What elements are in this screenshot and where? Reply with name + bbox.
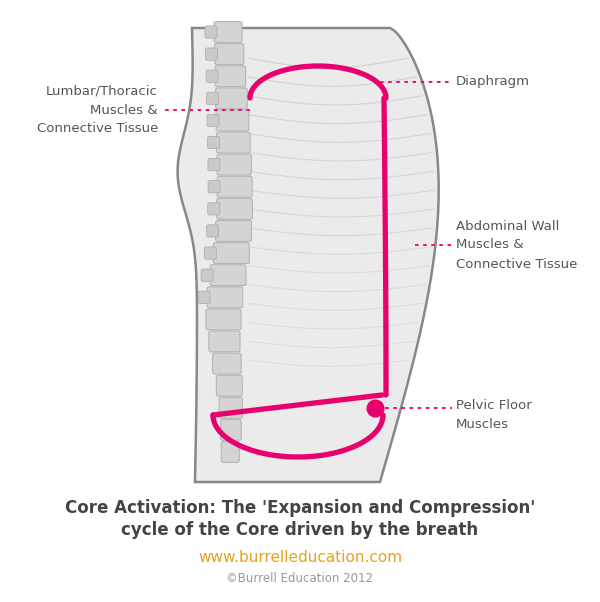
Text: cycle of the Core driven by the breath: cycle of the Core driven by the breath [121,521,479,539]
Text: Core Activation: The 'Expansion and Compression': Core Activation: The 'Expansion and Comp… [65,499,535,517]
FancyBboxPatch shape [208,158,220,171]
FancyBboxPatch shape [217,199,253,219]
FancyBboxPatch shape [217,154,251,175]
FancyBboxPatch shape [215,88,247,109]
FancyBboxPatch shape [215,220,251,241]
Text: Abdominal Wall
Muscles &
Connective Tissue: Abdominal Wall Muscles & Connective Tiss… [456,220,577,270]
FancyBboxPatch shape [215,66,245,87]
Text: www.burrelleducation.com: www.burrelleducation.com [198,550,402,565]
FancyBboxPatch shape [207,287,242,308]
FancyBboxPatch shape [208,203,220,215]
FancyBboxPatch shape [198,291,210,303]
FancyBboxPatch shape [210,265,246,285]
FancyBboxPatch shape [206,70,218,82]
FancyBboxPatch shape [208,181,220,193]
FancyBboxPatch shape [219,397,242,418]
FancyBboxPatch shape [221,442,239,462]
FancyBboxPatch shape [209,331,240,352]
Text: Pelvic Floor
Muscles: Pelvic Floor Muscles [456,399,532,431]
Polygon shape [178,28,439,482]
FancyBboxPatch shape [206,92,218,104]
FancyBboxPatch shape [217,132,250,153]
FancyBboxPatch shape [221,420,241,440]
Text: Lumbar/Thoracic
Muscles &
Connective Tissue: Lumbar/Thoracic Muscles & Connective Tis… [37,84,158,135]
FancyBboxPatch shape [216,110,249,131]
FancyBboxPatch shape [206,225,218,237]
FancyBboxPatch shape [217,176,252,197]
Text: Diaphragm: Diaphragm [456,75,530,88]
FancyBboxPatch shape [201,269,213,281]
FancyBboxPatch shape [206,309,241,330]
FancyBboxPatch shape [205,247,217,259]
Text: ©Burrell Education 2012: ©Burrell Education 2012 [227,571,373,585]
FancyBboxPatch shape [215,44,244,64]
FancyBboxPatch shape [214,22,242,42]
FancyBboxPatch shape [212,353,241,374]
FancyBboxPatch shape [217,375,242,396]
FancyBboxPatch shape [206,48,218,60]
FancyBboxPatch shape [208,137,220,149]
FancyBboxPatch shape [207,114,219,126]
FancyBboxPatch shape [214,243,250,264]
FancyBboxPatch shape [205,26,217,38]
